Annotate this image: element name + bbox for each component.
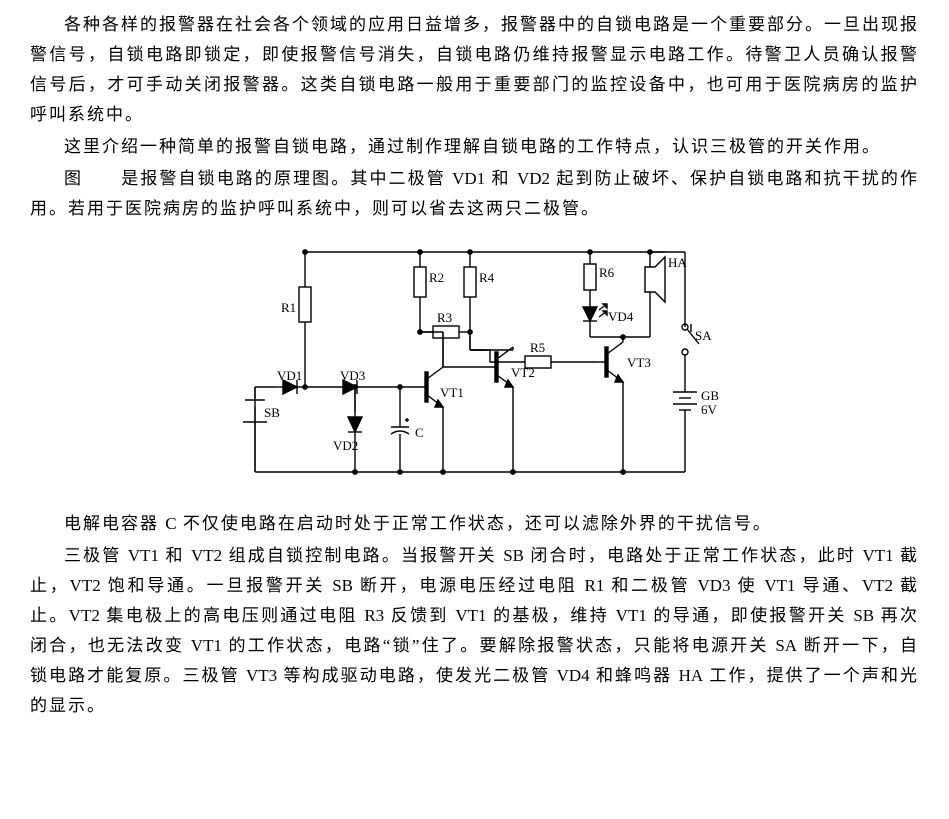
inline-vt1-3: VT1: [764, 576, 795, 595]
inline-vt1-6: VT1: [191, 636, 222, 655]
svg-text:C: C: [415, 425, 424, 440]
inline-vt3: VT3: [246, 666, 277, 685]
inline-vt1-1: VT1: [128, 546, 159, 565]
p2-text: 这里介绍一种简单的报警自锁电路，通过制作理解自锁电路的工作特点，认识三极管的开关…: [64, 137, 881, 156]
svg-text:R6: R6: [599, 265, 615, 280]
svg-text:VD4: VD4: [608, 309, 634, 324]
svg-text:VT3: VT3: [627, 355, 651, 370]
inline-vd2: VD2: [517, 169, 550, 188]
inline-r3: R3: [364, 606, 384, 625]
inline-vd4: VD4: [557, 666, 590, 685]
p5b: 和: [159, 546, 191, 565]
inline-vt1-5: VT1: [616, 606, 647, 625]
inline-vt1-4: VT1: [455, 606, 486, 625]
p5n: 的基极，维持: [487, 606, 616, 625]
paragraph-3: 图 是报警自锁电路的原理图。其中二极管 VD1 和 VD2 起到防止破坏、保护自…: [30, 164, 919, 224]
p5o: 的导通，即使报警开关: [647, 606, 853, 625]
paragraph-4: 电解电容器 C 不仅使电路在启动时处于正常工作状态，还可以滤除外界的干扰信号。: [30, 509, 919, 539]
p5s: 等构成驱动电路，使发光二极管: [277, 666, 556, 685]
svg-text:SB: SB: [264, 405, 280, 420]
paragraph-1: 各种各样的报警器在社会各个领域的应用日益增多，报警器中的自锁电路是一个重要部分。…: [30, 10, 919, 130]
inline-vt2-1: VT2: [191, 546, 222, 565]
paragraph-2: 这里介绍一种简单的报警自锁电路，通过制作理解自锁电路的工作特点，认识三极管的开关…: [30, 132, 919, 162]
p5a: 三极管: [64, 546, 128, 565]
inline-vt1-2: VT1: [862, 546, 893, 565]
inline-ha: HA: [679, 666, 704, 685]
p3b: 和: [485, 169, 517, 188]
svg-text:VD2: VD2: [333, 438, 358, 453]
svg-text:R1: R1: [281, 300, 296, 315]
svg-text:R4: R4: [479, 270, 495, 285]
svg-text:VD3: VD3: [340, 368, 365, 383]
circuit-diagram: R1SBVD1VD3VD2CVT1R2R3R4VT2R5VT3R6VD4HASA…: [215, 232, 735, 492]
inline-r1: R1: [585, 576, 605, 595]
inline-sb-2: SB: [332, 576, 353, 595]
p5q: 的工作状态，电路“锁”住了。要解除报警状态，只能将电源开关: [222, 636, 775, 655]
p1-text: 各种各样的报警器在社会各个领域的应用日益增多，报警器中的自锁电路是一个重要部分。…: [30, 15, 919, 124]
svg-text:GB: GB: [701, 388, 719, 403]
svg-text:R5: R5: [530, 340, 545, 355]
svg-text:VT2: VT2: [511, 365, 535, 380]
svg-text:R2: R2: [429, 270, 444, 285]
inline-vd3: VD3: [697, 576, 730, 595]
svg-text:R3: R3: [437, 310, 452, 325]
svg-text:6V: 6V: [701, 402, 718, 417]
inline-vt2-3: VT2: [862, 576, 893, 595]
inline-c: C: [165, 514, 176, 533]
inline-vd1: VD1: [452, 169, 485, 188]
p5h: 和二极管: [604, 576, 697, 595]
inline-sb-3: SB: [853, 606, 874, 625]
p4a: 电解电容器: [64, 514, 165, 533]
inline-vt2-4: VT2: [69, 606, 100, 625]
p4b: 不仅使电路在启动时处于正常工作状态，还可以滤除外界的干扰信号。: [177, 514, 772, 533]
inline-sa: SA: [775, 636, 797, 655]
p5f: 饱和导通。一旦报警开关: [101, 576, 333, 595]
p3a: 图 是报警自锁电路的原理图。其中二极管: [64, 169, 452, 188]
svg-text:SA: SA: [695, 328, 712, 343]
p5l: 集电极上的高电压则通过电阻: [100, 606, 364, 625]
circuit-diagram-container: R1SBVD1VD3VD2CVT1R2R3R4VT2R5VT3R6VD4HASA…: [30, 232, 919, 497]
p5m: 反馈到: [384, 606, 455, 625]
svg-text:VT1: VT1: [440, 385, 464, 400]
paragraph-5: 三极管 VT1 和 VT2 组成自锁控制电路。当报警开关 SB 闭合时，电路处于…: [30, 541, 919, 721]
inline-vt2-2: VT2: [70, 576, 101, 595]
svg-text:VD1: VD1: [277, 368, 302, 383]
p5i: 使: [731, 576, 765, 595]
p5t: 和蜂鸣器: [590, 666, 679, 685]
p5c: 组成自锁控制电路。当报警开关: [222, 546, 503, 565]
p5j: 导通、: [796, 576, 862, 595]
p5d: 闭合时，电路处于正常工作状态，此时: [524, 546, 862, 565]
p5g: 断开，电源电压经过电阻: [353, 576, 585, 595]
inline-sb-1: SB: [503, 546, 524, 565]
